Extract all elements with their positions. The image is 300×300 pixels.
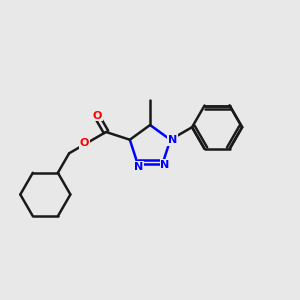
- Text: O: O: [93, 111, 102, 121]
- Text: N: N: [168, 135, 177, 145]
- Text: O: O: [80, 138, 89, 148]
- Text: N: N: [134, 162, 143, 172]
- Text: N: N: [160, 160, 170, 170]
